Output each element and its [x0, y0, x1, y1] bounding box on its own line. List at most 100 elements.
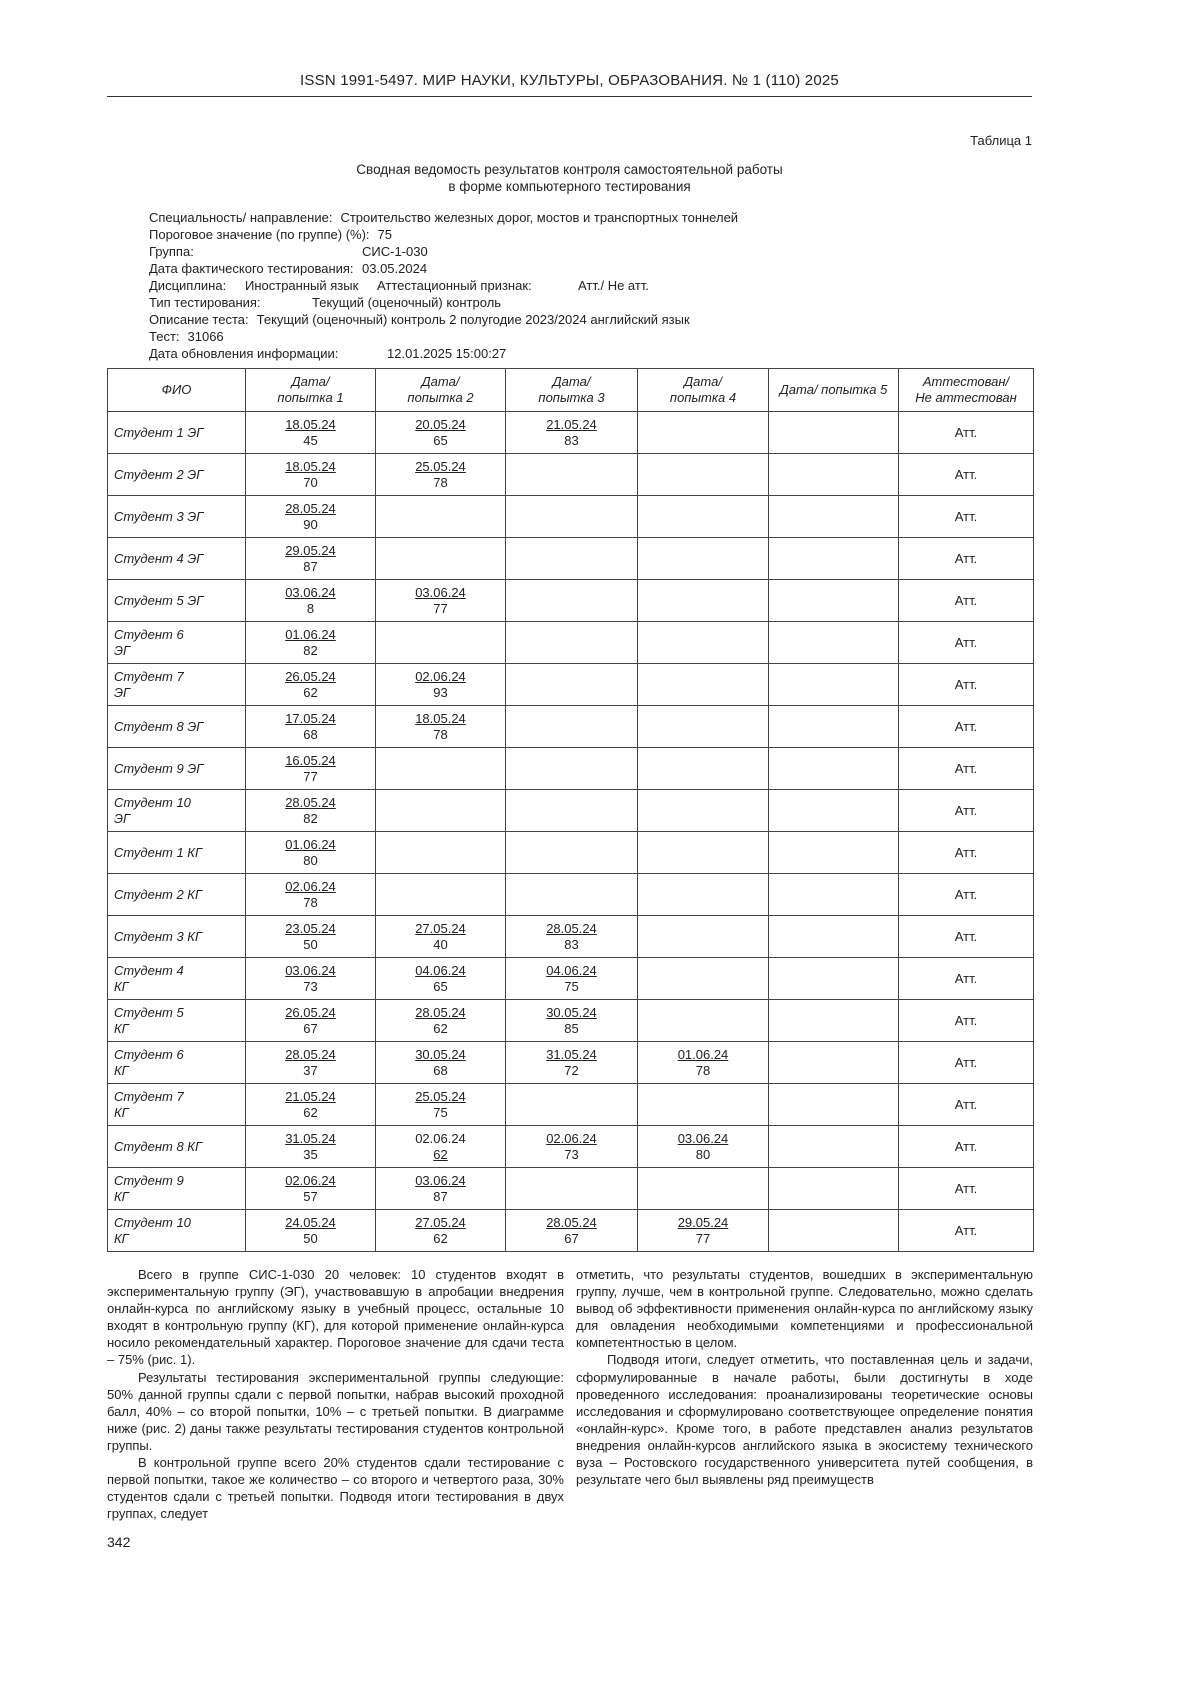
discipline-value: Иностранный язык — [245, 278, 359, 293]
attestation-status: Атт. — [898, 957, 1034, 1000]
attempt-cell — [505, 495, 638, 538]
attempt-cell: 28.05.24 83 — [505, 915, 638, 958]
attestation-status: Атт. — [898, 789, 1034, 832]
attempt-cell — [768, 495, 899, 538]
attempt-cell: 28.05.24 37 — [245, 1041, 376, 1084]
attempt-date: 26.05.24 — [285, 668, 336, 684]
discipline-label: Дисциплина: — [149, 278, 227, 293]
attempt-score: 73 — [303, 978, 318, 994]
attempt-date: 18.05.24 — [285, 458, 336, 474]
attempt-score: 62 — [433, 1146, 448, 1162]
attempt-cell — [637, 789, 769, 832]
attempt-date: 28.05.24 — [285, 500, 336, 516]
attempt-score: 67 — [564, 1230, 579, 1246]
attempt-score: 77 — [303, 768, 318, 784]
attempt-cell: 03.06.24 80 — [637, 1125, 769, 1168]
attempt-score: 50 — [303, 936, 318, 952]
attestation-status: Атт. — [898, 1083, 1034, 1126]
attempt-date: 02.06.24 — [415, 668, 466, 684]
attempt-cell: 04.06.24 65 — [375, 957, 506, 1000]
attestation-status: Атт. — [898, 999, 1034, 1042]
attempt-cell — [768, 621, 899, 664]
paragraph: отметить, что результаты студентов, воше… — [576, 1267, 1033, 1351]
attempt-date: 25.05.24 — [415, 458, 466, 474]
attempt-cell: 24.05.24 50 — [245, 1209, 376, 1252]
attempt-cell — [375, 789, 506, 832]
table-row: Студент 6 КГ 28.05.24 37 30.05.24 68 31.05.24… — [107, 1041, 1034, 1084]
attempt-cell — [768, 1041, 899, 1084]
attempt-date: 21.05.24 — [546, 416, 597, 432]
attestation-status: Атт. — [898, 1167, 1034, 1210]
attempt-score: 77 — [695, 1230, 711, 1246]
threshold-value: 75 — [377, 227, 393, 242]
attempt-score: 72 — [564, 1062, 579, 1078]
test-date-value: 03.05.2024 — [362, 261, 428, 276]
attempt-date: 25.05.24 — [415, 1088, 466, 1104]
attempt-date: 18.05.24 — [415, 710, 466, 726]
student-name: Студент 9 ЭГ — [107, 747, 246, 790]
attempt-cell — [505, 663, 638, 706]
attestation-status: Атт. — [898, 495, 1034, 538]
attempt-score: 82 — [303, 810, 318, 826]
attempt-score: 8 — [306, 600, 315, 616]
attempt-cell: 03.06.24 87 — [375, 1167, 506, 1210]
attempt-score: 82 — [303, 642, 318, 658]
attempt-cell: 18.05.24 78 — [375, 705, 506, 748]
attempt-cell: 30.05.24 85 — [505, 999, 638, 1042]
student-name: Студент 1 КГ — [107, 831, 246, 874]
student-name: Студент 7 КГ — [107, 1083, 246, 1126]
attempt-cell — [375, 621, 506, 664]
attempt-date: 23.05.24 — [285, 920, 336, 936]
attestation-status: Атт. — [898, 705, 1034, 748]
attempt-date: 28.05.24 — [285, 1046, 336, 1062]
attempt-cell — [505, 705, 638, 748]
attempt-cell: 01.06.24 80 — [245, 831, 376, 874]
attempt-date: 28.05.24 — [285, 794, 336, 810]
attempt-score: 85 — [564, 1020, 579, 1036]
student-name: Студент 1 ЭГ — [107, 411, 246, 454]
attempt-cell — [637, 663, 769, 706]
desc-value: Текущий (оценочный) контроль 2 полугодие… — [256, 312, 690, 327]
attempt-date: 16.05.24 — [285, 752, 336, 768]
paragraph: Всего в группе СИС-1-030 20 человек: 10 … — [107, 1267, 564, 1368]
attempt-cell: 03.06.24 8 — [245, 579, 376, 622]
attempt-cell — [505, 747, 638, 790]
attempt-cell — [768, 453, 899, 496]
attempt-cell — [637, 537, 769, 580]
specialty-label: Специальность/ направление: — [149, 210, 333, 225]
attempt-date: 03.06.24 — [415, 584, 466, 600]
attempt-date: 29.05.24 — [677, 1214, 729, 1230]
attempt-date: 28.05.24 — [546, 1214, 597, 1230]
attempt-cell — [768, 789, 899, 832]
attempt-cell: 27.05.24 62 — [375, 1209, 506, 1252]
attestation-status: Атт. — [898, 453, 1034, 496]
table-row: Студент 2 КГ 02.06.24 78 Атт. — [107, 873, 1034, 916]
attempt-date: 31.05.24 — [546, 1046, 597, 1062]
paragraph: В контрольной группе всего 20% студентов… — [107, 1455, 564, 1522]
attempt-score: 78 — [303, 894, 318, 910]
attempt-cell — [768, 957, 899, 1000]
attempt-date: 18.05.24 — [285, 416, 336, 432]
threshold-label: Пороговое значение (по группе) (%): — [149, 227, 370, 242]
test-label: Тест: — [149, 329, 180, 344]
attempt-cell — [768, 1209, 899, 1252]
page-number: 342 — [107, 1534, 131, 1551]
attempt-cell: 02.06.24 93 — [375, 663, 506, 706]
attempt-cell — [637, 747, 769, 790]
table-title-line2: в форме компьютерного тестирования — [448, 179, 691, 194]
attempt-date: 24.05.24 — [285, 1214, 336, 1230]
attempt-score: 62 — [303, 1104, 318, 1120]
type-value: Текущий (оценочный) контроль — [312, 295, 502, 310]
attempt-cell: 21.05.24 83 — [505, 411, 638, 454]
attempt-cell — [768, 579, 899, 622]
attempt-score: 75 — [564, 978, 579, 994]
attempt-cell: 20.05.24 65 — [375, 411, 506, 454]
attempt-score: 35 — [303, 1146, 318, 1162]
attempt-score: 40 — [433, 936, 448, 952]
attempt-date: 30.05.24 — [415, 1046, 466, 1062]
column-header: Дата/ попытка 2 — [375, 368, 506, 412]
attempt-score: 68 — [303, 726, 318, 742]
attestation-status: Атт. — [898, 1125, 1034, 1168]
table-row: Студент 9 ЭГ 16.05.24 77 Атт. — [107, 747, 1034, 790]
student-name: Студент 8 КГ — [107, 1125, 246, 1168]
